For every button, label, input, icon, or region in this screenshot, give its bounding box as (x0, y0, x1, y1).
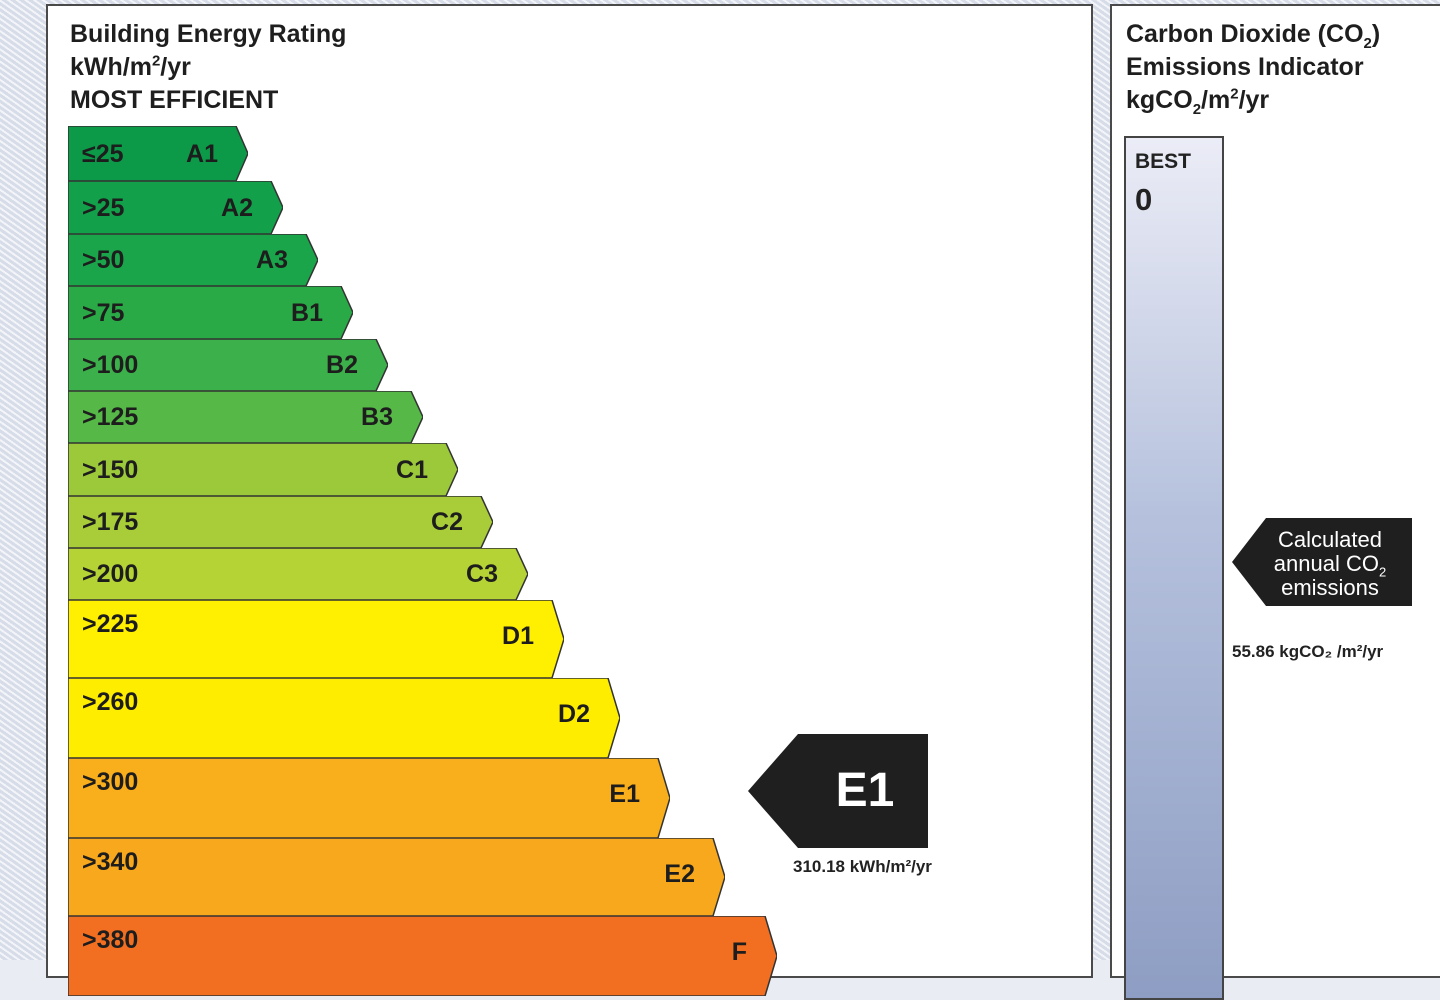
ber-band-limit: ≤25 (82, 140, 124, 168)
ber-band-limit: >340 (82, 848, 139, 876)
ber-band-limit: >125 (82, 403, 139, 431)
ber-band-limit: >100 (82, 351, 139, 379)
ber-band-limit: >25 (82, 194, 125, 222)
ber-band-a1: ≤25 A1 (68, 126, 248, 181)
ber-marker-arrow (748, 734, 928, 848)
ber-band-limit: >380 (82, 926, 139, 954)
ber-band-grade: C1 (396, 456, 428, 484)
ber-band-b2: >100 B2 (68, 339, 388, 391)
ber-rating-marker: E1 (748, 734, 928, 848)
ber-band-limit: >200 (82, 560, 139, 588)
ber-band-grade: B3 (361, 403, 393, 431)
ber-band-e2: >340 E2 (68, 838, 725, 916)
ber-band-grade: A1 (186, 140, 218, 168)
co2-emissions-marker: Calculated annual CO2 emissions (1232, 518, 1412, 606)
ber-band-limit: >175 (82, 508, 139, 536)
ber-band-a3: >50 A3 (68, 234, 318, 286)
ber-band-grade: A3 (256, 246, 288, 274)
ber-band-limit: >50 (82, 246, 125, 274)
ber-band-grade: B1 (291, 299, 323, 327)
ber-panel: Building Energy Rating kWh/m2/yr MOST EF… (46, 4, 1093, 996)
co2-unit: kgCO2/m2/yr (1126, 85, 1270, 118)
ber-band-grade: C2 (431, 508, 463, 536)
ber-band-grade: D1 (502, 622, 534, 650)
ber-band-a2: >25 A2 (68, 181, 283, 234)
co2-panel: Carbon Dioxide (CO2) Emissions Indicator… (1110, 4, 1440, 1000)
ber-band-grade: A2 (221, 194, 253, 222)
co2-marker-label: Calculated annual CO2 emissions (1273, 527, 1387, 600)
ber-band-e1: >300 E1 (68, 758, 670, 838)
ber-band-limit: >260 (82, 688, 139, 716)
ber-title: Building Energy Rating (70, 20, 347, 48)
ber-band-grade: E2 (664, 860, 695, 888)
ber-marker-grade: E1 (835, 764, 895, 817)
ber-band-limit: >150 (82, 456, 139, 484)
ber-subtitle: MOST EFFICIENT (70, 86, 279, 114)
ber-band-grade: B2 (326, 351, 358, 379)
co2-marker-arrow (1232, 518, 1412, 606)
co2-best-label: BEST (1135, 150, 1192, 173)
ber-band-grade: E1 (609, 780, 640, 808)
ber-band-c1: >150 C1 (68, 443, 458, 496)
ber-band-d1: >225 D1 (68, 600, 564, 678)
ber-band-grade: C3 (466, 560, 498, 588)
co2-scale-bar: BEST 0 (1124, 136, 1224, 1000)
ber-heading: Building Energy Rating kWh/m2/yr MOST EF… (70, 18, 346, 117)
ber-unit: kWh/m2/yr (70, 52, 191, 81)
ber-band-grade: D2 (558, 700, 590, 728)
ber-band-b1: >75 B1 (68, 286, 353, 339)
co2-title-line2: Emissions Indicator (1126, 53, 1364, 81)
ber-band-d2: >260 D2 (68, 678, 620, 758)
ber-value: 310.18 kWh/m²/yr (793, 857, 932, 876)
co2-heading: Carbon Dioxide (CO2) Emissions Indicator… (1126, 18, 1380, 117)
co2-title: Carbon Dioxide (CO2) (1126, 20, 1381, 52)
ber-band-limit: >225 (82, 610, 139, 638)
co2-best-value: 0 (1135, 182, 1153, 217)
ber-band-f: >380 F (68, 916, 777, 996)
ber-band-limit: >300 (82, 768, 139, 796)
ber-band-grade: F (731, 938, 747, 966)
co2-value: 55.86 kgCO₂ /m²/yr (1232, 642, 1384, 661)
ber-band-c2: >175 C2 (68, 496, 493, 548)
ber-band-b3: >125 B3 (68, 391, 423, 443)
ber-band-c3: >200 C3 (68, 548, 528, 600)
ber-band-limit: >75 (82, 299, 125, 327)
